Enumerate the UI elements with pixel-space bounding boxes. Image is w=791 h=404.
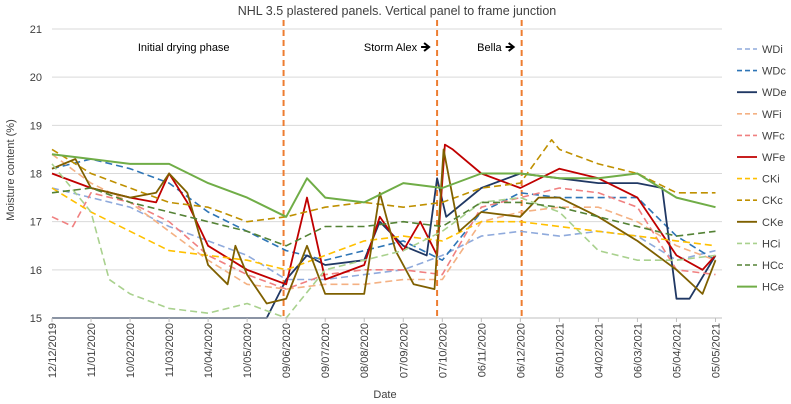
x-tick-label-8: 08/08/2020: [359, 323, 371, 378]
y-tick-label-16: 16: [30, 265, 42, 277]
legend-label-ckc: CKc: [762, 195, 783, 207]
legend-label-cke: CKe: [762, 217, 783, 229]
y-tick-label-18: 18: [30, 169, 42, 181]
x-tick-label-5: 10/05/2020: [242, 323, 254, 378]
x-axis-tick-labels: 12/12/2019 11/01/2020 10/02/2020 11/03/2020…: [47, 318, 722, 378]
legend-label-cki: CKi: [762, 174, 780, 186]
legend: WDi WDc WDe WFi WFc WFe CKi CKc CKe HCi HCc HCe: [737, 44, 786, 294]
x-axis-title: Date: [373, 389, 396, 401]
x-tick-label-1: 11/01/2020: [86, 323, 98, 377]
y-axis-title: Moisture content (%): [5, 119, 17, 220]
x-tick-label-17: 05/05/2021: [710, 323, 722, 378]
x-tick-label-16: 05/04/2021: [671, 323, 683, 378]
x-tick-label-0: 12/12/2019: [47, 323, 59, 378]
event-arrow-1: [421, 42, 431, 52]
x-tick-label-13: 05/01/2021: [554, 323, 566, 378]
y-tick-label-21: 21: [30, 24, 42, 36]
event-markers: Initial drying phase Storm Alex Bella: [138, 20, 523, 318]
event-label-0: Initial drying phase: [138, 42, 230, 54]
x-tick-label-3: 11/03/2020: [164, 323, 176, 377]
series-line-cke: [51, 148, 717, 305]
legend-label-wde: WDe: [762, 87, 786, 99]
x-tick-label-14: 04/02/2021: [593, 323, 605, 378]
x-tick-label-4: 10/04/2020: [203, 323, 215, 378]
legend-label-wdc: WDc: [762, 66, 786, 78]
legend-label-hcc: HCc: [762, 260, 784, 272]
series-line-hci: [51, 163, 716, 319]
series-line-hce: [51, 153, 716, 218]
y-tick-label-19: 19: [30, 120, 42, 132]
x-tick-label-11: 06/11/2020: [476, 323, 488, 377]
legend-label-wfe: WFe: [762, 152, 785, 164]
chart-title: NHL 3.5 plastered panels. Vertical panel…: [238, 4, 557, 18]
x-tick-label-15: 06/03/2021: [632, 323, 644, 378]
y-axis-tick-labels: 15 16 17 18 19 20 21: [30, 24, 42, 325]
event-label-1: Storm Alex: [364, 42, 418, 54]
x-tick-label-10: 07/10/2020: [437, 323, 449, 378]
event-arrow-2: [505, 42, 516, 52]
x-tick-label-12: 06/12/2020: [515, 323, 527, 378]
legend-label-wfc: WFc: [762, 130, 785, 142]
series-lines: [51, 139, 717, 319]
legend-label-hce: HCe: [762, 282, 784, 294]
event-label-2: Bella: [477, 42, 502, 54]
y-tick-label-17: 17: [30, 217, 42, 229]
series-line-ckc: [51, 139, 716, 223]
x-tick-label-6: 09/06/2020: [281, 323, 293, 378]
series-line-cki: [51, 187, 716, 271]
series-line-hcc: [51, 187, 716, 247]
series-line-wfi: [51, 153, 716, 290]
legend-label-wfi: WFi: [762, 109, 782, 121]
x-tick-label-2: 10/02/2020: [125, 323, 137, 378]
series-line-wdi: [51, 187, 716, 281]
x-tick-label-7: 09/07/2020: [320, 323, 332, 378]
x-tick-label-9: 07/09/2020: [398, 323, 410, 378]
legend-label-wdi: WDi: [762, 44, 783, 56]
y-tick-label-20: 20: [30, 72, 42, 84]
y-tick-label-15: 15: [30, 313, 42, 325]
legend-label-hci: HCi: [762, 238, 780, 250]
series-line-wdc: [51, 158, 716, 262]
